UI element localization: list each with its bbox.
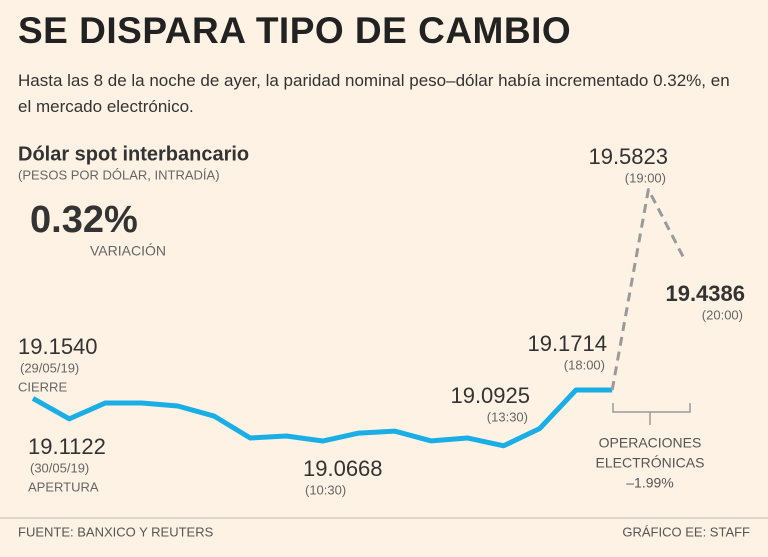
point-note: APERTURA bbox=[28, 479, 99, 494]
series-subtitle: (PESOS POR DÓLAR, INTRADÍA) bbox=[18, 167, 220, 182]
value-label: 19.4386 bbox=[665, 281, 745, 306]
bracket-label: –1.99% bbox=[626, 475, 673, 491]
variation: 0.32% bbox=[30, 199, 138, 241]
title: SE DISPARA TIPO DE CAMBIO bbox=[18, 10, 572, 51]
series-title: Dólar spot interbancario bbox=[18, 143, 249, 165]
variation-label: VARIACIÓN bbox=[90, 243, 166, 259]
point-note: (30/05/19) bbox=[30, 460, 89, 475]
line-solid bbox=[31, 387, 613, 449]
point-note: (29/05/19) bbox=[20, 360, 79, 375]
point-note: (20:00) bbox=[702, 307, 743, 322]
value-label: 19.1540 bbox=[18, 334, 98, 359]
value-label: 19.1714 bbox=[527, 331, 607, 356]
subtitle: Hasta las 8 de la noche de ayer, la pari… bbox=[18, 71, 730, 116]
value-label: 19.1122 bbox=[28, 434, 106, 459]
value-label: 19.0925 bbox=[450, 383, 530, 408]
point-note: CIERRE bbox=[18, 379, 67, 394]
value-label: 19.5823 bbox=[588, 144, 668, 169]
bracket-label: OPERACIONES bbox=[599, 435, 702, 451]
bracket bbox=[612, 403, 691, 425]
bracket-label: ELECTRÓNICAS bbox=[596, 455, 705, 471]
credit: GRÁFICO EE: STAFF bbox=[622, 524, 750, 539]
point-note: (19:00) bbox=[625, 170, 666, 185]
line-dashed bbox=[610, 188, 686, 391]
point-note: (10:30) bbox=[305, 482, 346, 497]
value-label: 19.0668 bbox=[303, 456, 383, 481]
point-note: (13:30) bbox=[487, 409, 528, 424]
point-note: (18:00) bbox=[564, 357, 605, 372]
source: FUENTE: BANXICO Y REUTERS bbox=[18, 524, 214, 539]
